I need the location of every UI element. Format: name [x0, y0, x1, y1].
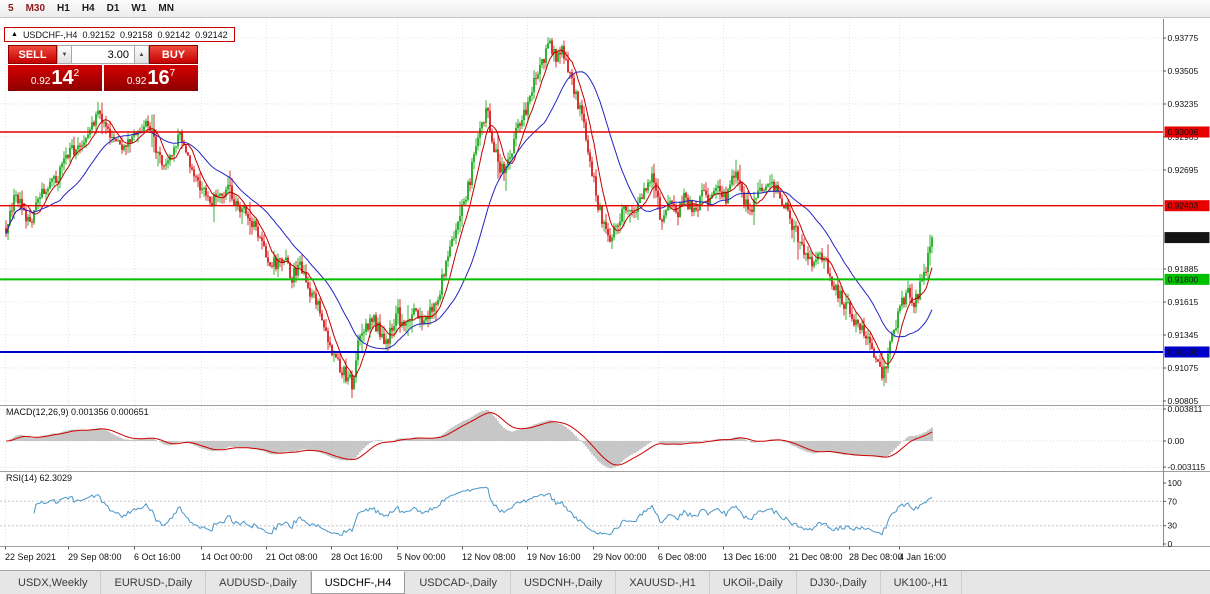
panel-separators — [0, 19, 1210, 547]
collapse-arrow-icon[interactable]: ▲ — [11, 31, 18, 38]
chart-grid — [0, 19, 1163, 547]
chart-tab-usdcnh-daily[interactable]: USDCNH-,Daily — [511, 571, 617, 594]
svg-text:29 Sep 08:00: 29 Sep 08:00 — [68, 552, 122, 562]
bar-high-value: 0.92158 — [120, 29, 153, 40]
chart-tab-eurusd-daily[interactable]: EURUSD-,Daily — [101, 571, 207, 594]
chart-tab-audusd-daily[interactable]: AUDUSD-,Daily — [206, 571, 311, 594]
svg-text:0.93775: 0.93775 — [1168, 33, 1199, 43]
svg-text:-0.003115: -0.003115 — [1168, 462, 1206, 472]
volume-input[interactable] — [72, 45, 134, 64]
svg-text:13 Dec 16:00: 13 Dec 16:00 — [723, 552, 777, 562]
svg-text:22 Sep 2021: 22 Sep 2021 — [5, 552, 56, 562]
trade-controls-row: SELL ▼ ▲ BUY — [8, 45, 198, 64]
sell-price-pip: 2 — [73, 68, 80, 79]
price-chart[interactable]: 0.937750.935050.932350.929650.926950.918… — [0, 19, 1210, 570]
svg-text:70: 70 — [1168, 496, 1178, 506]
timeframe-toolbar: 5 M30 H1 H4 D1 W1 MN — [0, 0, 1210, 18]
buy-price-display[interactable]: 0.92 16 7 — [104, 65, 198, 91]
svg-text:100: 100 — [1168, 478, 1182, 488]
chart-tab-uk100-h1[interactable]: UK100-,H1 — [881, 571, 963, 594]
svg-text:6 Oct 16:00: 6 Oct 16:00 — [134, 552, 181, 562]
svg-text:0.003811: 0.003811 — [1168, 404, 1203, 414]
svg-text:21 Dec 08:00: 21 Dec 08:00 — [789, 552, 843, 562]
chart-tabbar: USDX,Weekly EURUSD-,Daily AUDUSD-,Daily USD… — [0, 570, 1210, 594]
time-axis[interactable]: 22 Sep 2021 29 Sep 08:00 6 Oct 16:00 14 Oct… — [5, 546, 946, 563]
macd-indicator-label: MACD(12,26,9) 0.001356 0.000651 — [6, 407, 149, 417]
svg-text:14 Oct 00:00: 14 Oct 00:00 — [201, 552, 253, 562]
svg-text:19 Nov 16:00: 19 Nov 16:00 — [527, 552, 581, 562]
moving-averages — [5, 49, 933, 378]
svg-text:0.00: 0.00 — [1168, 436, 1185, 446]
bar-open-value: 0.92152 — [82, 29, 115, 40]
timeframe-button-m30[interactable]: M30 — [25, 3, 46, 14]
svg-text:0.91800: 0.91800 — [1168, 274, 1199, 284]
svg-text:0.90805: 0.90805 — [1168, 396, 1199, 406]
svg-text:29 Nov 00:00: 29 Nov 00:00 — [593, 552, 647, 562]
chevron-down-icon: ▼ — [61, 51, 68, 58]
svg-text:0.92142: 0.92142 — [1168, 233, 1199, 243]
one-click-trading-panel: SELL ▼ ▲ BUY 0.92 14 2 0.92 16 — [8, 45, 198, 91]
sell-price-prefix: 0.92 — [30, 76, 51, 87]
buy-price-prefix: 0.92 — [126, 76, 147, 87]
timeframe-button-h4[interactable]: H4 — [81, 3, 95, 14]
volume-increase-button[interactable]: ▲ — [134, 45, 149, 64]
chart-tab-dj30-daily[interactable]: DJ30-,Daily — [797, 571, 881, 594]
macd-panel — [5, 409, 933, 469]
sell-button[interactable]: SELL — [8, 45, 57, 64]
svg-text:0.93235: 0.93235 — [1168, 99, 1199, 109]
chart-symbol: USDCHF-,H4 — [22, 29, 78, 40]
chevron-up-icon: ▲ — [138, 51, 145, 58]
svg-text:30: 30 — [1168, 521, 1178, 531]
svg-text:28 Dec 08:00: 28 Dec 08:00 — [849, 552, 903, 562]
timeframe-button-d1[interactable]: D1 — [106, 3, 120, 14]
volume-decrease-button[interactable]: ▼ — [57, 45, 72, 64]
trade-prices-row: 0.92 14 2 0.92 16 7 — [8, 65, 198, 91]
svg-text:12 Nov 08:00: 12 Nov 08:00 — [462, 552, 516, 562]
chart-area[interactable]: 0.937750.935050.932350.929650.926950.918… — [0, 19, 1210, 570]
svg-text:0.91206: 0.91206 — [1168, 347, 1199, 357]
svg-text:4 Jan 16:00: 4 Jan 16:00 — [899, 552, 946, 562]
candles — [5, 37, 933, 398]
buy-price-pip: 7 — [169, 68, 176, 79]
svg-text:0.91345: 0.91345 — [1168, 330, 1199, 340]
chart-tab-usdx-weekly[interactable]: USDX,Weekly — [5, 571, 102, 594]
svg-text:0.91075: 0.91075 — [1168, 363, 1199, 373]
svg-text:28 Oct 16:00: 28 Oct 16:00 — [331, 552, 383, 562]
svg-text:0.91615: 0.91615 — [1168, 297, 1199, 307]
timeframe-button-mn[interactable]: MN — [158, 3, 174, 14]
level-lines — [0, 131, 1163, 353]
sell-price-big: 14 — [51, 67, 74, 89]
chart-tab-ukoil-daily[interactable]: UKOil-,Daily — [710, 571, 797, 594]
chart-tab-usdchf-h4[interactable]: USDCHF-,H4 — [310, 571, 406, 594]
chart-tab-xauusd-h1[interactable]: XAUUSD-,H1 — [616, 571, 710, 594]
bar-close-value: 0.92142 — [195, 29, 228, 40]
timeframe-button-5[interactable]: 5 — [8, 3, 14, 14]
svg-text:5 Nov 00:00: 5 Nov 00:00 — [397, 552, 446, 562]
timeframe-button-h1[interactable]: H1 — [57, 3, 70, 14]
svg-text:0.93006: 0.93006 — [1168, 127, 1199, 137]
svg-text:0.92695: 0.92695 — [1168, 165, 1199, 175]
chart-info-box: ▲ USDCHF-,H4 0.92152 0.92158 0.92142 0.9… — [4, 27, 235, 42]
timeframe-button-w1[interactable]: W1 — [131, 3, 147, 14]
buy-button[interactable]: BUY — [149, 45, 198, 64]
bar-low-value: 0.92142 — [157, 29, 191, 40]
chart-tab-usdcad-daily[interactable]: USDCAD-,Daily — [406, 571, 511, 594]
sell-price-display[interactable]: 0.92 14 2 — [8, 65, 102, 91]
svg-text:0.92403: 0.92403 — [1168, 201, 1199, 211]
rsi-indicator-label: RSI(14) 62.3029 — [6, 473, 73, 483]
price-axis[interactable]: 0.937750.935050.932350.929650.926950.918… — [1163, 33, 1210, 549]
svg-text:0: 0 — [1168, 539, 1173, 549]
svg-text:6 Dec 08:00: 6 Dec 08:00 — [658, 552, 707, 562]
svg-text:21 Oct 08:00: 21 Oct 08:00 — [266, 552, 318, 562]
svg-text:0.93505: 0.93505 — [1168, 66, 1199, 76]
rsi-panel — [33, 486, 933, 536]
svg-text:0.91885: 0.91885 — [1168, 264, 1199, 274]
buy-price-big: 16 — [147, 67, 170, 89]
